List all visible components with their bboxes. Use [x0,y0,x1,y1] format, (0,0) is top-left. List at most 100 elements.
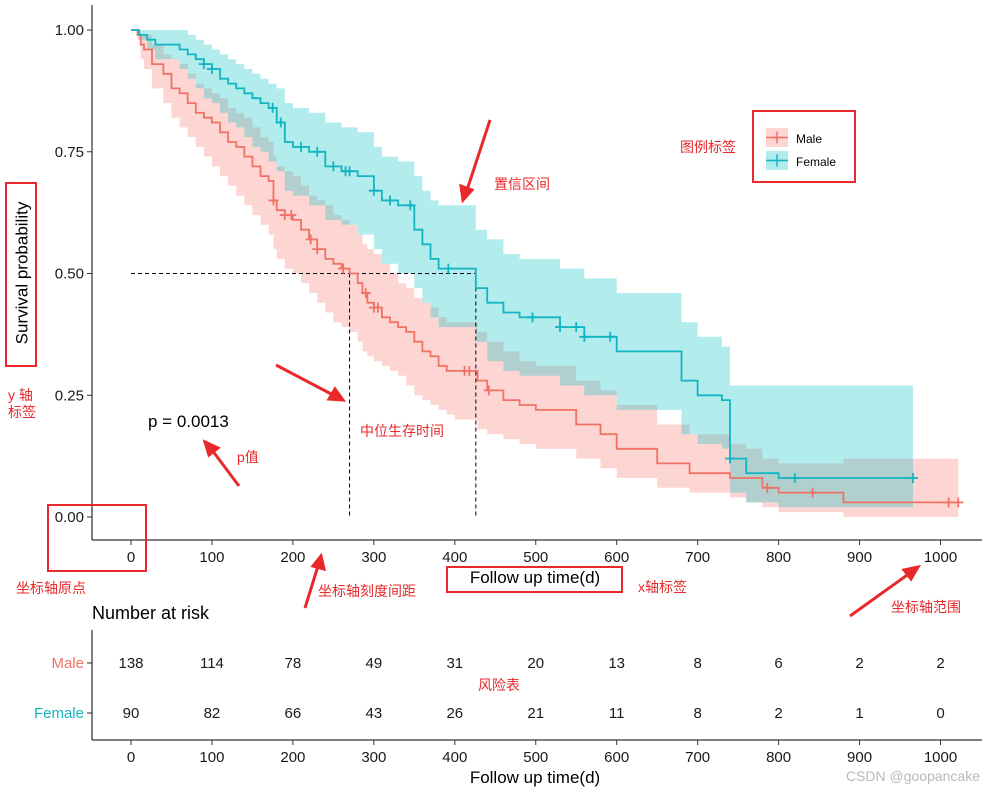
x-tick-label-1: 100 [199,549,224,566]
risk-x-tick-label-2: 200 [280,749,305,766]
risk-count-female-7: 8 [693,705,701,722]
annotation-legend-label: 图例标签 [680,139,736,155]
y-tick-label-1: 0.25 [55,387,84,404]
x-axis-ticks: 0 100 200 300 400 500 600 700 800 900 1000 [127,540,957,566]
risk-count-female-0: 90 [123,705,140,722]
censor-marks [198,59,964,508]
censor-mark-female-12 [443,263,454,274]
y-tick-label-0: 0.00 [55,509,84,526]
watermark: CSDN @goopancake [846,768,980,784]
censor-mark-female-9 [368,185,379,196]
risk-table-title: Number at risk [92,603,210,623]
annotation-arrows [202,119,922,618]
x-tick-label-5: 500 [523,549,548,566]
confidence-band-male [131,30,959,517]
risk-count-female-8: 2 [774,705,782,722]
censor-mark-female-5 [312,146,323,157]
censor-mark-male-5 [338,263,349,274]
annotation-tick-spacing: 坐标轴刻度间距 [318,583,416,599]
censor-mark-female-13 [527,312,538,323]
x-axis-label: Follow up time(d) [470,568,600,587]
risk-x-tick-label-5: 500 [523,749,548,766]
censor-mark-female-1 [206,63,217,74]
risk-x-tick-label-0: 0 [127,749,135,766]
x-tick-label-0: 0 [127,549,135,566]
annotation-median: 中位生存时间 [360,423,444,439]
x-tick-label-3: 300 [361,549,386,566]
y-tick-label-3: 0.75 [55,144,84,161]
survival-curve-male [131,29,959,504]
censor-mark-male-12 [762,482,773,493]
risk-count-female-10: 0 [936,705,944,722]
y-tick-label-2: 0.50 [55,266,84,283]
censor-mark-female-6 [328,161,339,172]
censor-mark-female-2 [267,102,278,113]
risk-count-female-5: 21 [527,705,544,722]
risk-x-tick-label-6: 600 [604,749,629,766]
median-reference-lines [131,273,477,517]
risk-row-label-male: Male [51,655,84,672]
risk-count-male-10: 2 [936,655,944,672]
censor-mark-male-11 [483,385,494,396]
censor-mark-female-19 [789,473,800,484]
risk-count-female-4: 26 [446,705,463,722]
risk-x-tick-label-3: 300 [361,749,386,766]
censor-mark-female-0 [198,59,209,70]
annotation-origin: 坐标轴原点 [16,580,86,596]
censor-mark-female-3 [275,117,286,128]
risk-count-male-0: 138 [118,655,143,672]
censor-mark-female-14 [555,322,566,333]
risk-count-male-5: 20 [527,655,544,672]
x-tick-label-9: 900 [847,549,872,566]
censor-mark-male-4 [312,244,323,255]
risk-x-tick-label-7: 700 [685,749,710,766]
censor-mark-female-20 [907,473,918,484]
risk-count-male-9: 2 [855,655,863,672]
annotation-y-axis-label: y 轴标签 [8,387,36,420]
x-tick-label-4: 400 [442,549,467,566]
risk-count-male-4: 31 [446,655,463,672]
p-value: p = 0.0013 [148,412,229,431]
censor-mark-female-4 [295,141,306,152]
annotation-axis-range: 坐标轴范围 [891,599,961,615]
censor-mark-male-0 [268,195,279,206]
annotation-p-value: p值 [237,449,259,465]
risk-count-female-3: 43 [366,705,383,722]
censor-mark-female-10 [385,195,396,206]
censor-mark-male-14 [943,497,954,508]
censor-mark-female-16 [579,331,590,342]
risk-row-label-female: Female [34,705,84,722]
legend: Male Female [766,128,836,170]
risk-count-female-9: 1 [855,705,863,722]
annotations: 图例标签 置信区间 y 轴标签 中位生存时间 p值 坐标轴原点 坐标轴刻度间距 … [8,139,961,693]
y-axis-label: Survival probability [12,201,31,344]
x-tick-label-6: 600 [604,549,629,566]
risk-count-female-2: 66 [285,705,302,722]
y-tick-label-4: 1.00 [55,22,84,39]
y-axis-ticks: 0.00 0.25 0.50 0.75 1.00 [55,22,92,526]
risk-axes [91,630,982,741]
annotation-x-axis-label: x轴标签 [638,579,687,595]
censor-mark-male-13 [807,487,818,498]
censor-mark-male-10 [464,365,475,376]
censor-mark-female-11 [405,200,416,211]
axes [91,5,982,541]
risk-x-axis-ticks: 0 100 200 300 400 500 600 700 800 900 1000 [127,740,957,766]
annotation-ci: 置信区间 [494,176,550,192]
risk-count-male-1: 114 [200,655,224,672]
censor-mark-male-3 [305,234,316,245]
risk-count-male-6: 13 [608,655,625,672]
risk-count-female-1: 82 [204,705,221,722]
risk-count-female-6: 11 [609,705,625,722]
censor-mark-male-15 [953,497,964,508]
censor-mark-male-8 [372,302,383,313]
risk-x-axis-label: Follow up time(d) [470,768,600,787]
risk-x-tick-label-9: 900 [847,749,872,766]
x-tick-label-8: 800 [766,549,791,566]
censor-mark-male-6 [360,287,371,298]
legend-female: Female [796,155,836,169]
x-tick-label-2: 200 [280,549,305,566]
risk-x-tick-label-10: 1000 [924,749,957,766]
